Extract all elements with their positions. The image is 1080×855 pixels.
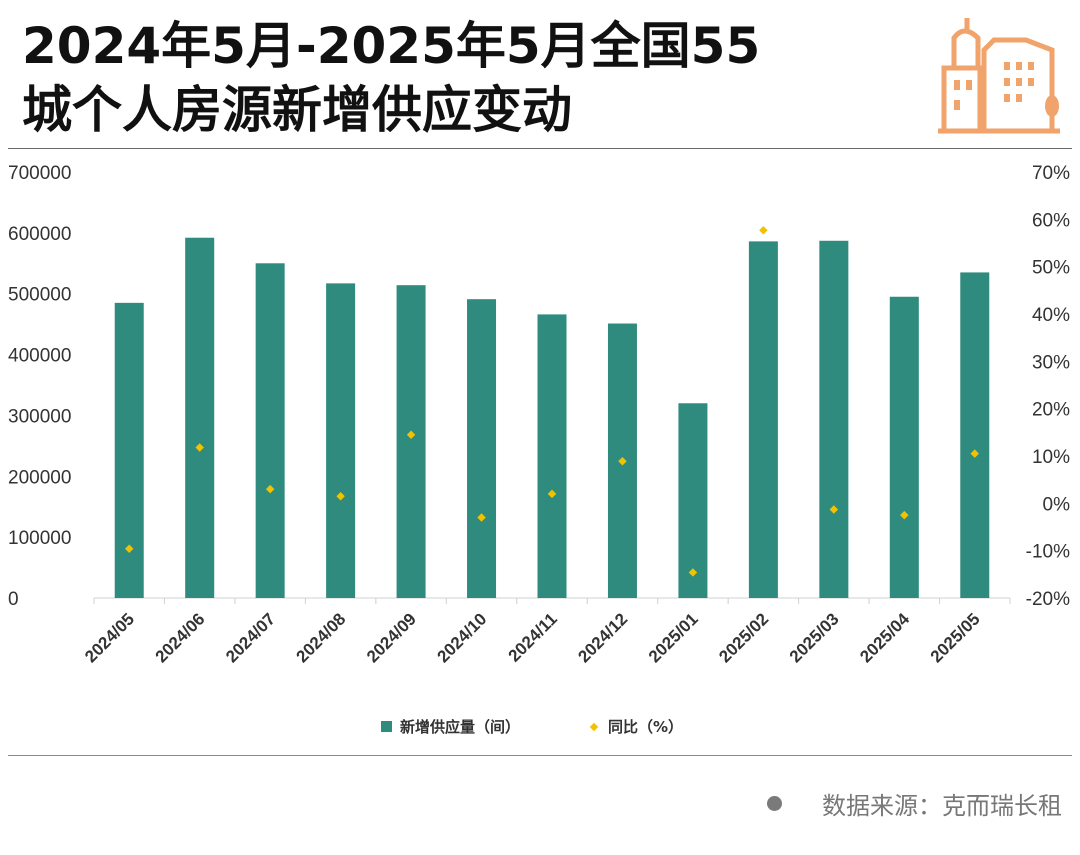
bar [467, 299, 497, 598]
x-tick-label: 2024/10 [433, 609, 490, 666]
x-tick-label: 2025/05 [927, 609, 984, 666]
y-right-tick-label: 50% [1032, 258, 1070, 279]
yoy-point [547, 489, 557, 499]
y-left-tick-label: 200000 [8, 467, 71, 488]
footer-divider [8, 755, 1072, 756]
legend-item-point: 同比（%） [588, 716, 683, 737]
title-line-1: 2024年5月-2025年5月全国55 [22, 17, 761, 75]
legend-point-swatch [589, 722, 599, 731]
y-right-tick-label: 40% [1032, 305, 1070, 326]
supply-chart: 0 100000 200000 300000 400000 500000 600000 700… [8, 163, 1071, 666]
bar [537, 314, 567, 598]
yoy-point [124, 544, 134, 554]
bar [326, 283, 356, 598]
chart-legend: 新增供应量（间） 同比（%） [0, 716, 1080, 736]
x-tick-label: 2025/03 [786, 609, 843, 666]
y-left-tick-label: 500000 [8, 285, 71, 306]
yoy-point [336, 491, 345, 501]
title-line-2: 城个人房源新增供应变动 [22, 81, 572, 139]
bar [678, 403, 708, 598]
x-tick-label: 2024/07 [222, 609, 279, 666]
bullet-dot-icon [767, 796, 782, 811]
x-tick-label: 2024/08 [293, 609, 350, 666]
header-divider [8, 148, 1072, 149]
x-tick-label: 2025/01 [645, 609, 702, 666]
bar [114, 302, 144, 598]
legend-bar-swatch [381, 721, 392, 732]
bar [396, 285, 426, 598]
yoy-point [618, 456, 627, 466]
x-tick-label: 2024/09 [363, 609, 420, 666]
yoy-point [406, 430, 416, 439]
legend-point-label: 同比（%） [608, 718, 684, 736]
y-left-tick-label: 100000 [8, 528, 71, 549]
yoy-point [195, 443, 204, 452]
x-tick-label: 2024/11 [505, 609, 561, 665]
y-right-tick-label: 30% [1032, 352, 1070, 373]
yoy-point [829, 505, 839, 514]
yoy-point [900, 510, 909, 520]
legend-item-bar: 新增供应量（间） [381, 716, 520, 737]
bar [889, 296, 919, 598]
x-tick-label: 2024/05 [81, 609, 138, 666]
x-tick-label: 2025/04 [856, 609, 913, 666]
bar [748, 241, 778, 598]
y-right-tick-label: 20% [1032, 400, 1070, 421]
x-tick-label: 2024/06 [152, 609, 209, 666]
y-left-tick-label: 700000 [8, 163, 71, 184]
bar [960, 272, 990, 598]
y-left-tick-label: 600000 [8, 224, 71, 245]
bar [819, 240, 849, 599]
page-title: 2024年5月-2025年5月全国55 城个人房源新增供应变动 [22, 14, 902, 142]
y-left-tick-label: 0 [8, 589, 19, 610]
y-right-tick-label: 60% [1032, 210, 1070, 231]
y-right-tick-label: -10% [1026, 542, 1070, 563]
yoy-point [759, 225, 768, 235]
y-left-tick-label: 400000 [8, 346, 71, 367]
bar [185, 237, 215, 598]
y-right-tick-label: -20% [1026, 589, 1070, 610]
x-tick-label: 2025/02 [715, 609, 772, 666]
y-right-tick-label: 10% [1032, 447, 1070, 468]
bar [255, 263, 285, 598]
y-right-tick-label: 70% [1032, 163, 1070, 184]
legend-bar-label: 新增供应量（间） [400, 718, 521, 736]
source-note: 数据来源：克而瑞长租 [767, 786, 1062, 821]
yoy-point [265, 484, 275, 494]
city-buildings-icon [938, 18, 1060, 134]
source-text: 数据来源：克而瑞长租 [822, 792, 1062, 820]
y-right-tick-label: 0% [1043, 494, 1071, 515]
yoy-point [477, 513, 486, 522]
yoy-point [970, 449, 980, 458]
y-left-tick-label: 300000 [8, 406, 71, 427]
x-tick-label: 2024/12 [574, 609, 631, 666]
